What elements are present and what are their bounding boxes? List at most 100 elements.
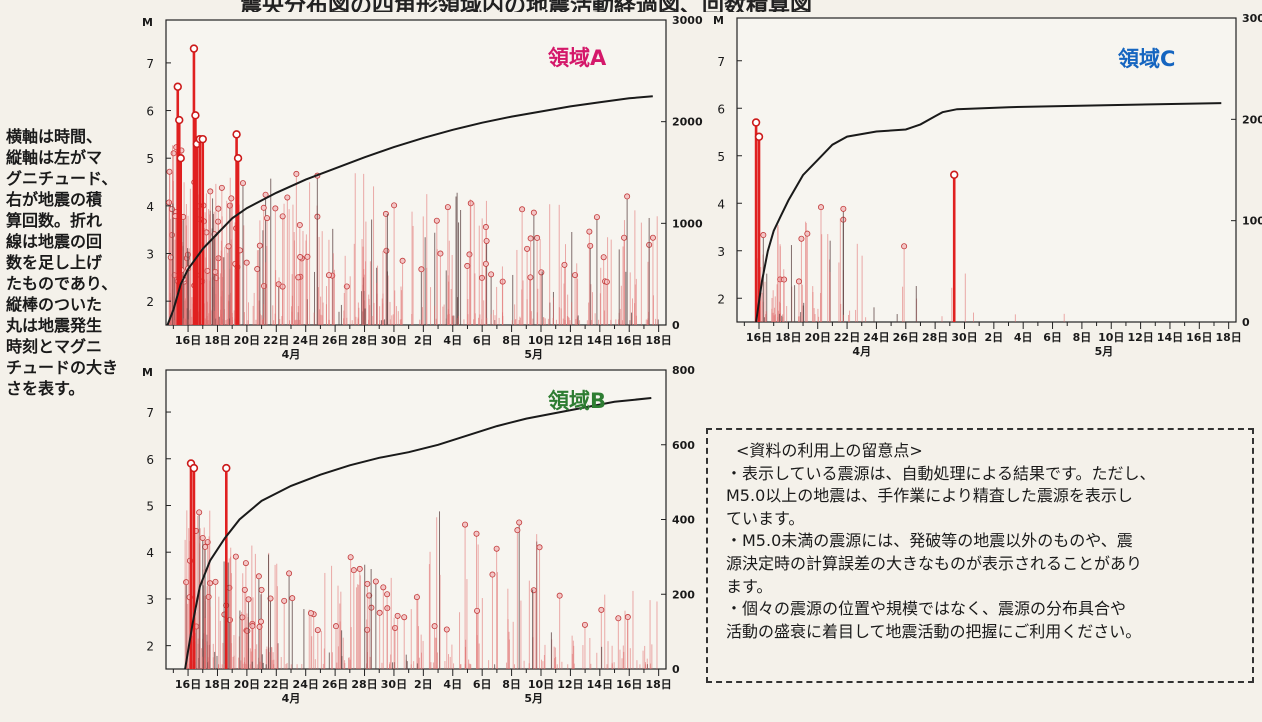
event-marker — [649, 234, 656, 241]
large-event-marker — [950, 170, 959, 179]
event-marker — [598, 606, 605, 613]
event-marker — [433, 217, 440, 224]
x-tick-label: 4日 — [443, 334, 462, 347]
event-marker — [444, 204, 451, 211]
left-tick-label: 2 — [146, 640, 154, 654]
x-tick-label: 2日 — [414, 678, 433, 691]
x-tick-label: 14日 — [587, 334, 613, 347]
event-marker — [391, 202, 398, 209]
x-tick-label: 16日 — [175, 678, 201, 691]
event-marker — [524, 245, 531, 252]
event-marker — [466, 251, 473, 258]
large-event-marker — [189, 44, 199, 53]
x-tick-label: 20日 — [805, 331, 831, 344]
x-tick-label: 18日 — [1216, 331, 1242, 344]
event-marker — [281, 597, 288, 604]
x-tick-label: 8日 — [502, 678, 521, 691]
x-tick-label: 10日 — [528, 334, 554, 347]
event-marker — [258, 586, 265, 593]
event-marker — [297, 254, 304, 261]
x-tick-label: 16日 — [616, 334, 642, 347]
region-label: 領域A — [548, 46, 607, 70]
event-marker — [527, 235, 534, 242]
right-tick-label: 200 — [672, 588, 695, 601]
x-tick-label: 26日 — [322, 678, 348, 691]
event-marker — [399, 257, 406, 264]
chart-region-c: M 2 3 4 5 6 7 0 100 200 300 16日 18日 20日 22日 24日 26日 28日 30… — [700, 12, 1262, 372]
chart-region-b: M 2 3 4 5 6 7 0 200 400 600 800 16日 18日 20日 22日 24日 26日 28… — [136, 364, 695, 720]
x-tick-label: 14日 — [587, 678, 613, 691]
event-stems — [166, 144, 659, 325]
large-event-marker — [176, 154, 185, 163]
event-marker — [356, 565, 363, 572]
event-marker — [621, 234, 628, 241]
event-marker — [296, 222, 303, 229]
large-event-marker — [232, 130, 241, 139]
event-marker — [519, 206, 526, 213]
event-marker — [418, 266, 425, 273]
event-marker — [289, 595, 296, 602]
usage-note-line: M5.0以上の地震は、手作業により精査した震源を表示し — [726, 486, 1133, 506]
cumulative-count-line — [755, 102, 1222, 323]
event-marker — [372, 578, 379, 585]
axis-explanation-line: 線は地震の回 — [6, 232, 103, 251]
left-axis-label: M — [713, 14, 724, 27]
x-tick-label: 4日 — [1014, 331, 1033, 344]
axis-explanation-line: たものであり、 — [6, 274, 118, 293]
usage-note-line: ・M5.0未満の震源には、発破等の地震以外のものや、震 — [726, 531, 1133, 551]
event-marker — [798, 235, 805, 242]
x-tick-label: 26日 — [893, 331, 919, 344]
x-tick-label: 20日 — [234, 334, 260, 347]
event-marker — [325, 272, 332, 279]
x-tick-label: 16日 — [1186, 331, 1212, 344]
right-tick-label: 300 — [1242, 12, 1262, 25]
x-tick-label: 14日 — [1157, 331, 1183, 344]
event-marker — [242, 560, 249, 567]
axis-explanation-line: 時刻とマグニ — [6, 337, 103, 356]
event-marker — [624, 614, 631, 621]
x-tick-label: 28日 — [351, 678, 377, 691]
x-tick-label: 18日 — [204, 678, 230, 691]
left-tick-label: 4 — [146, 200, 154, 214]
event-marker — [267, 595, 274, 602]
event-marker — [603, 278, 610, 285]
event-marker — [530, 209, 537, 216]
large-event-marker — [173, 82, 182, 91]
x-tick-label: 16日 — [175, 334, 201, 347]
x-tick-label: 16日 — [616, 678, 642, 691]
event-marker — [795, 278, 802, 285]
event-marker — [760, 232, 767, 239]
event-marker — [376, 609, 383, 616]
month-label: 4月 — [282, 348, 301, 361]
right-tick-label: 3000 — [672, 14, 703, 27]
month-label: 5月 — [524, 348, 543, 361]
month-label: 4月 — [282, 692, 301, 705]
month-label: 5月 — [524, 692, 543, 705]
axis-explanation-line: 縦棒のついた — [6, 295, 103, 314]
event-marker — [241, 586, 248, 593]
x-tick-label: 24日 — [863, 331, 889, 344]
event-marker — [561, 261, 568, 268]
left-tick-label: 3 — [146, 248, 154, 262]
x-tick-label: 26日 — [322, 334, 348, 347]
axis-explanation-line: グニチュード、 — [6, 169, 118, 188]
event-marker — [538, 269, 545, 276]
event-marker — [264, 215, 271, 222]
event-marker — [488, 271, 495, 278]
right-tick-label: 0 — [672, 663, 680, 676]
x-tick-label: 12日 — [557, 678, 583, 691]
event-marker — [272, 205, 279, 212]
left-tick-label: 6 — [146, 105, 154, 119]
event-marker — [218, 184, 225, 191]
event-marker — [493, 545, 500, 552]
event-marker — [212, 578, 219, 585]
event-marker — [482, 224, 489, 231]
x-tick-label: 12日 — [1127, 331, 1153, 344]
large-event-marker — [233, 154, 243, 163]
x-tick-label: 18日 — [645, 334, 671, 347]
event-marker — [232, 553, 239, 560]
x-tick-label: 10日 — [528, 678, 554, 691]
left-tick-label: 6 — [146, 453, 154, 467]
